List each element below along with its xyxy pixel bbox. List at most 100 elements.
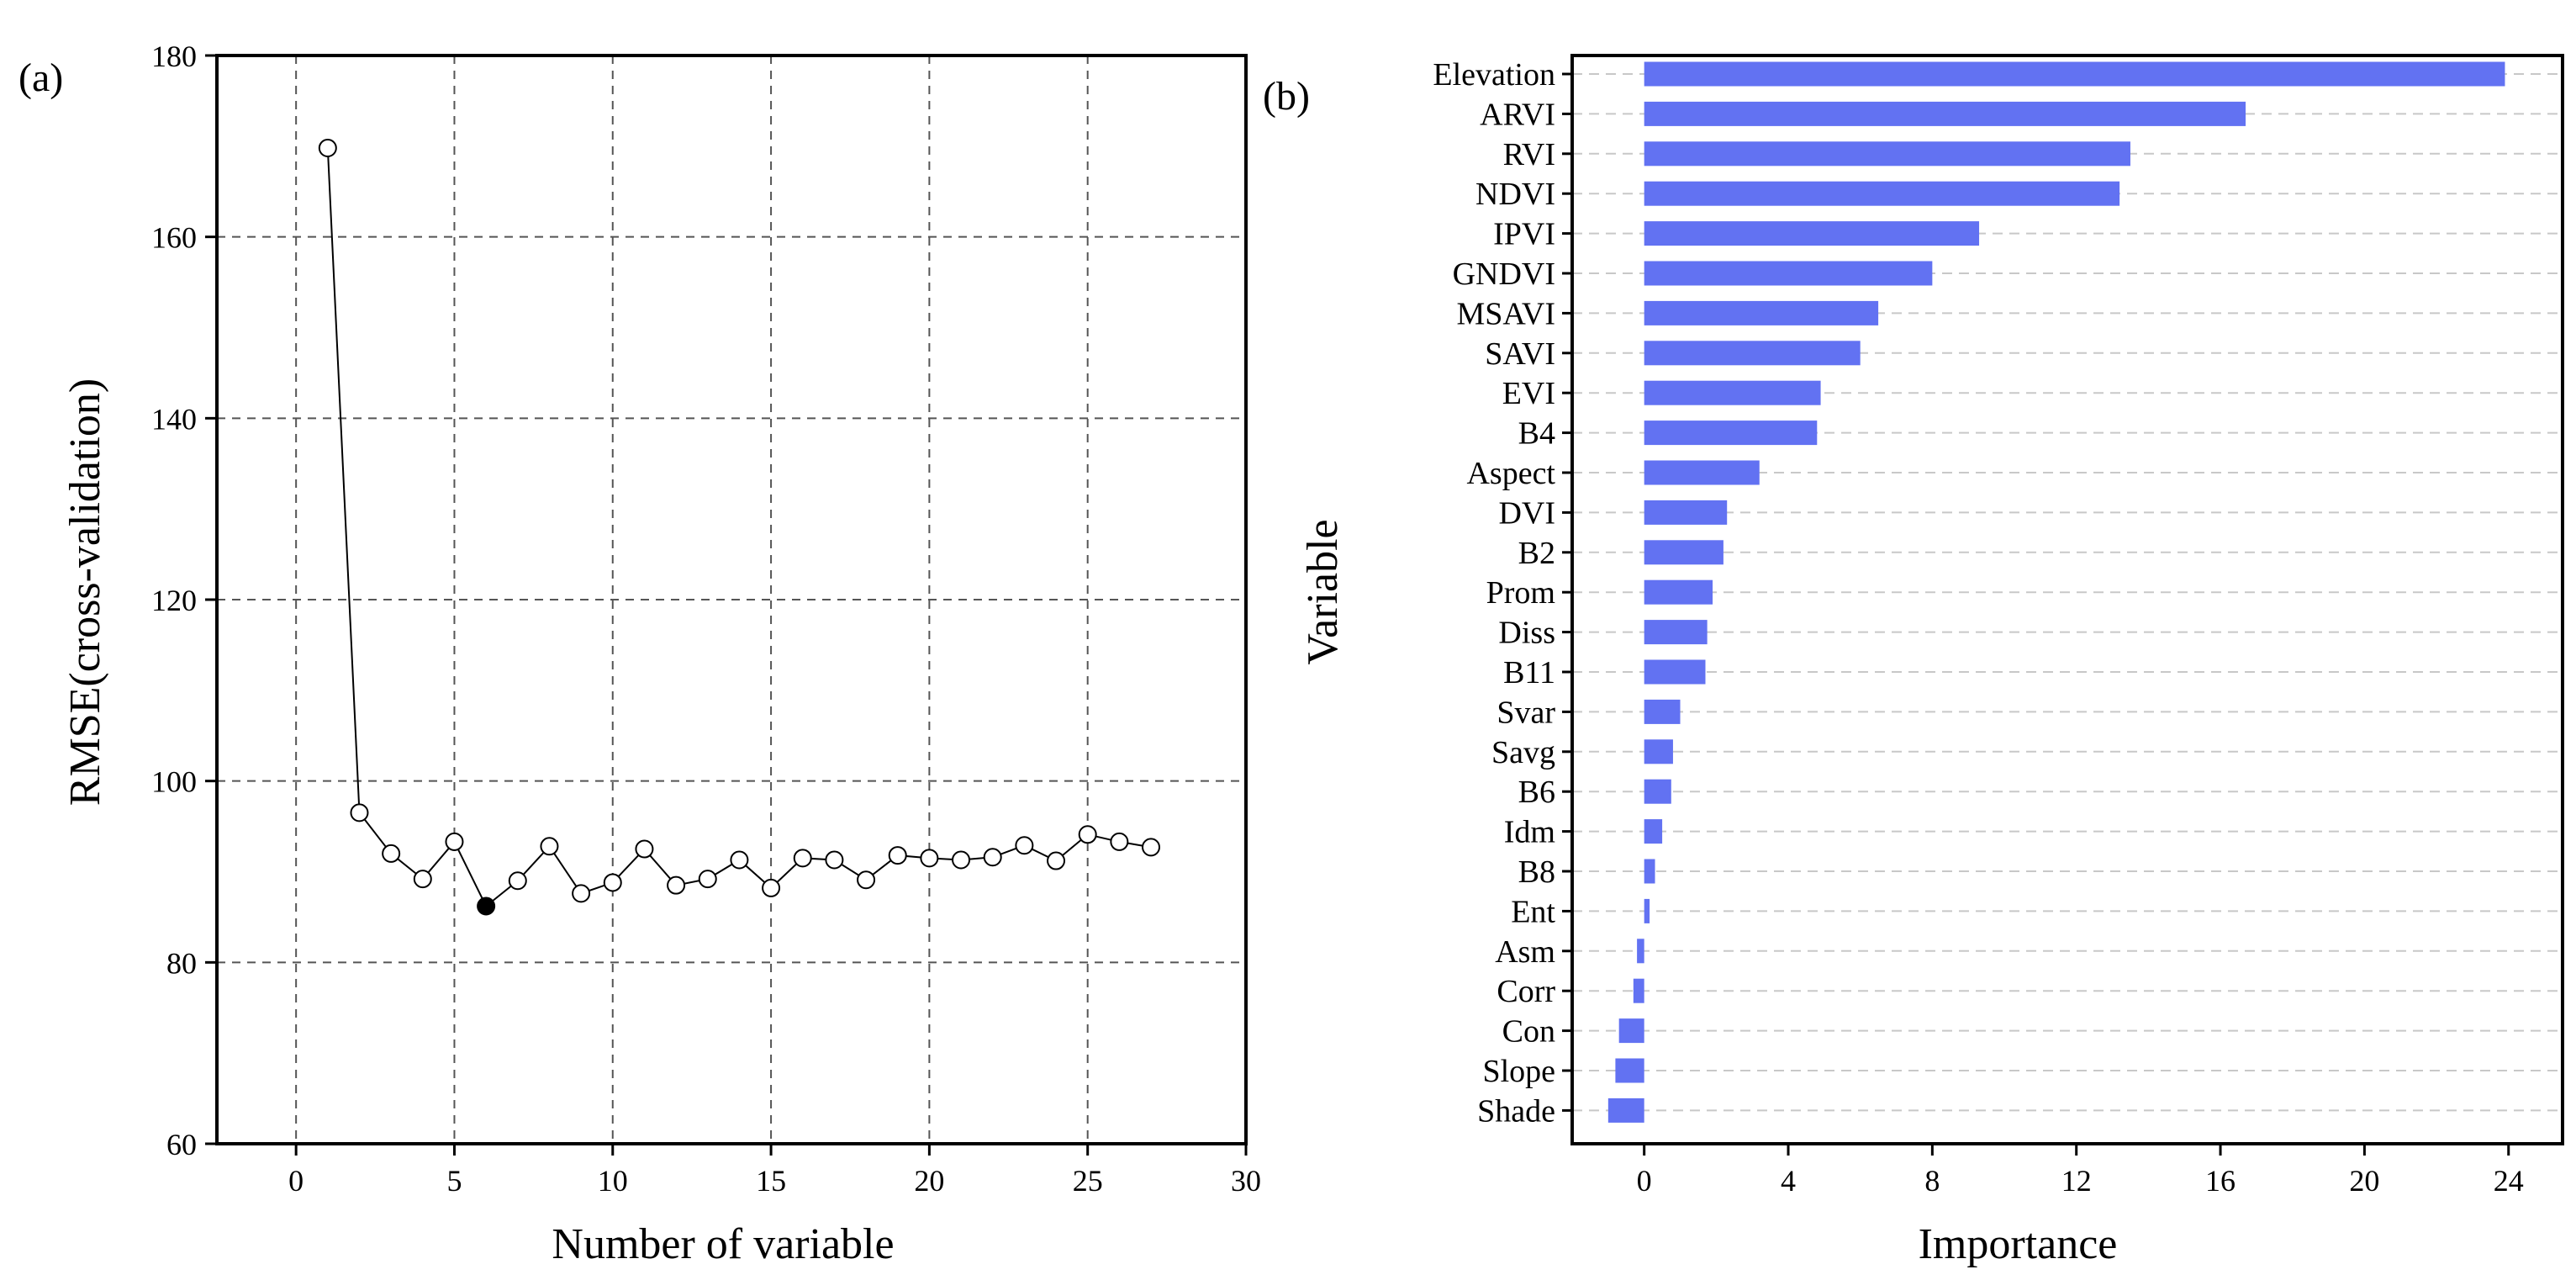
panel-b-frame — [1570, 54, 2564, 1145]
importance-bar — [1644, 540, 1723, 565]
x-tick-label: 30 — [1231, 1164, 1261, 1198]
importance-bar — [1644, 261, 1933, 286]
rmse-point — [1142, 838, 1161, 857]
y-tick-label: 60 — [166, 1128, 197, 1161]
importance-bar — [1607, 1098, 1644, 1123]
variable-label: Aspect — [1466, 456, 1555, 491]
x-tick-label: 20 — [914, 1164, 944, 1198]
importance-bar — [1644, 659, 1706, 685]
importance-bar — [1644, 221, 1980, 246]
importance-bar — [1618, 1018, 1644, 1044]
rmse-point — [318, 138, 337, 157]
variable-label: ARVI — [1480, 97, 1555, 132]
x-tick-label: 4 — [1781, 1164, 1796, 1198]
importance-bar — [1644, 380, 1821, 405]
variable-label: Elevation — [1433, 57, 1555, 93]
variable-label: Con — [1502, 1014, 1555, 1050]
x-tick-label: 15 — [756, 1164, 786, 1198]
rmse-point — [413, 870, 432, 889]
variable-label: Svar — [1497, 695, 1555, 730]
rmse-point — [1015, 836, 1034, 855]
importance-bar — [1633, 978, 1644, 1003]
variable-label: Shade — [1477, 1093, 1555, 1129]
panel-b-bars — [1607, 61, 2505, 1123]
rmse-point — [888, 846, 907, 865]
variable-label: Savg — [1491, 735, 1555, 770]
rmse-series-line — [326, 147, 1152, 908]
rmse-point — [1047, 851, 1066, 870]
importance-bar — [1644, 61, 2505, 87]
rmse-point — [857, 870, 876, 890]
panel-b-y-axis-title: Variable — [1299, 519, 1347, 664]
variable-label: MSAVI — [1456, 296, 1555, 331]
panel-a-grid — [217, 56, 1246, 1144]
variable-label: NDVI — [1475, 177, 1555, 212]
rmse-point — [382, 844, 401, 863]
variable-label: B2 — [1518, 536, 1555, 571]
x-tick-label: 24 — [2494, 1164, 2524, 1198]
panel-a-x-axis-title: Number of variable — [552, 1220, 894, 1268]
rmse-point — [952, 850, 971, 870]
rmse-point — [1110, 832, 1129, 851]
importance-bar — [1644, 420, 1818, 446]
importance-bar — [1644, 779, 1671, 804]
variable-label: Diss — [1498, 616, 1555, 651]
panel-a-series — [318, 138, 1161, 916]
rmse-point — [698, 870, 717, 889]
importance-bar — [1644, 620, 1708, 645]
panel-b-axes — [1570, 54, 2564, 1145]
panel-a-label: (a) — [18, 56, 63, 100]
rmse-point — [983, 848, 1002, 867]
y-tick-label: 80 — [166, 946, 197, 980]
rmse-point — [825, 850, 844, 870]
variable-label: RVI — [1503, 137, 1555, 172]
panel-b: (b) 0 4 8 12 16 20 24 Elevation ARVI RVI NDVI IPVI G… — [1263, 54, 2564, 1268]
panel-a-y-axis-title: RMSE(cross-validation) — [61, 378, 109, 806]
variable-label: B11 — [1503, 655, 1555, 690]
importance-bar — [1644, 341, 1861, 366]
variable-label: EVI — [1502, 376, 1555, 411]
rmse-point — [667, 875, 686, 895]
rmse-point — [730, 850, 749, 870]
importance-bar — [1644, 101, 2246, 126]
x-tick-label: 10 — [598, 1164, 628, 1198]
importance-bar — [1644, 141, 2130, 167]
rmse-point — [920, 849, 939, 868]
rmse-point — [572, 884, 591, 903]
x-tick-label: 25 — [1073, 1164, 1103, 1198]
variable-label: IPVI — [1493, 217, 1555, 252]
importance-bar — [1644, 859, 1655, 884]
rmse-point — [445, 832, 464, 851]
importance-bar — [1644, 819, 1663, 844]
variable-label: B6 — [1518, 775, 1555, 810]
importance-bar — [1644, 460, 1760, 485]
importance-bar — [1644, 699, 1681, 724]
rmse-point-optimal — [477, 897, 496, 916]
y-tick-label: 100 — [151, 765, 197, 799]
rmse-point — [635, 839, 654, 859]
rmse-point — [793, 849, 812, 868]
variable-label: SAVI — [1485, 336, 1555, 372]
variable-label: Prom — [1486, 575, 1555, 611]
panel-b-ticks: 0 4 8 12 16 20 24 Elevation ARVI RVI NDVI IPVI GNDVI… — [1433, 57, 2523, 1198]
variable-label: Corr — [1497, 974, 1555, 1009]
y-tick-label: 180 — [151, 40, 197, 73]
importance-bar — [1615, 1058, 1644, 1083]
importance-bar — [1644, 739, 1673, 764]
variable-label: GNDVI — [1453, 257, 1555, 292]
x-tick-label: 12 — [2061, 1164, 2092, 1198]
importance-bar — [1637, 939, 1644, 964]
rmse-point — [603, 873, 622, 892]
y-tick-label: 160 — [151, 221, 197, 255]
rmse-point — [1078, 825, 1097, 844]
rmse-point — [762, 878, 781, 897]
variable-label: Ent — [1511, 894, 1555, 929]
variable-label: DVI — [1498, 495, 1555, 531]
importance-bar — [1644, 300, 1879, 325]
importance-bar — [1644, 181, 2120, 206]
panel-a: (a) 0 5 10 15 20 25 30 60 80 100 120 140 160 180 Numb… — [18, 40, 1261, 1268]
variable-label: Idm — [1504, 815, 1555, 850]
variable-label: Slope — [1482, 1054, 1555, 1089]
panel-a-ticks: 0 5 10 15 20 25 30 60 80 100 120 140 160 180 — [151, 40, 1261, 1198]
